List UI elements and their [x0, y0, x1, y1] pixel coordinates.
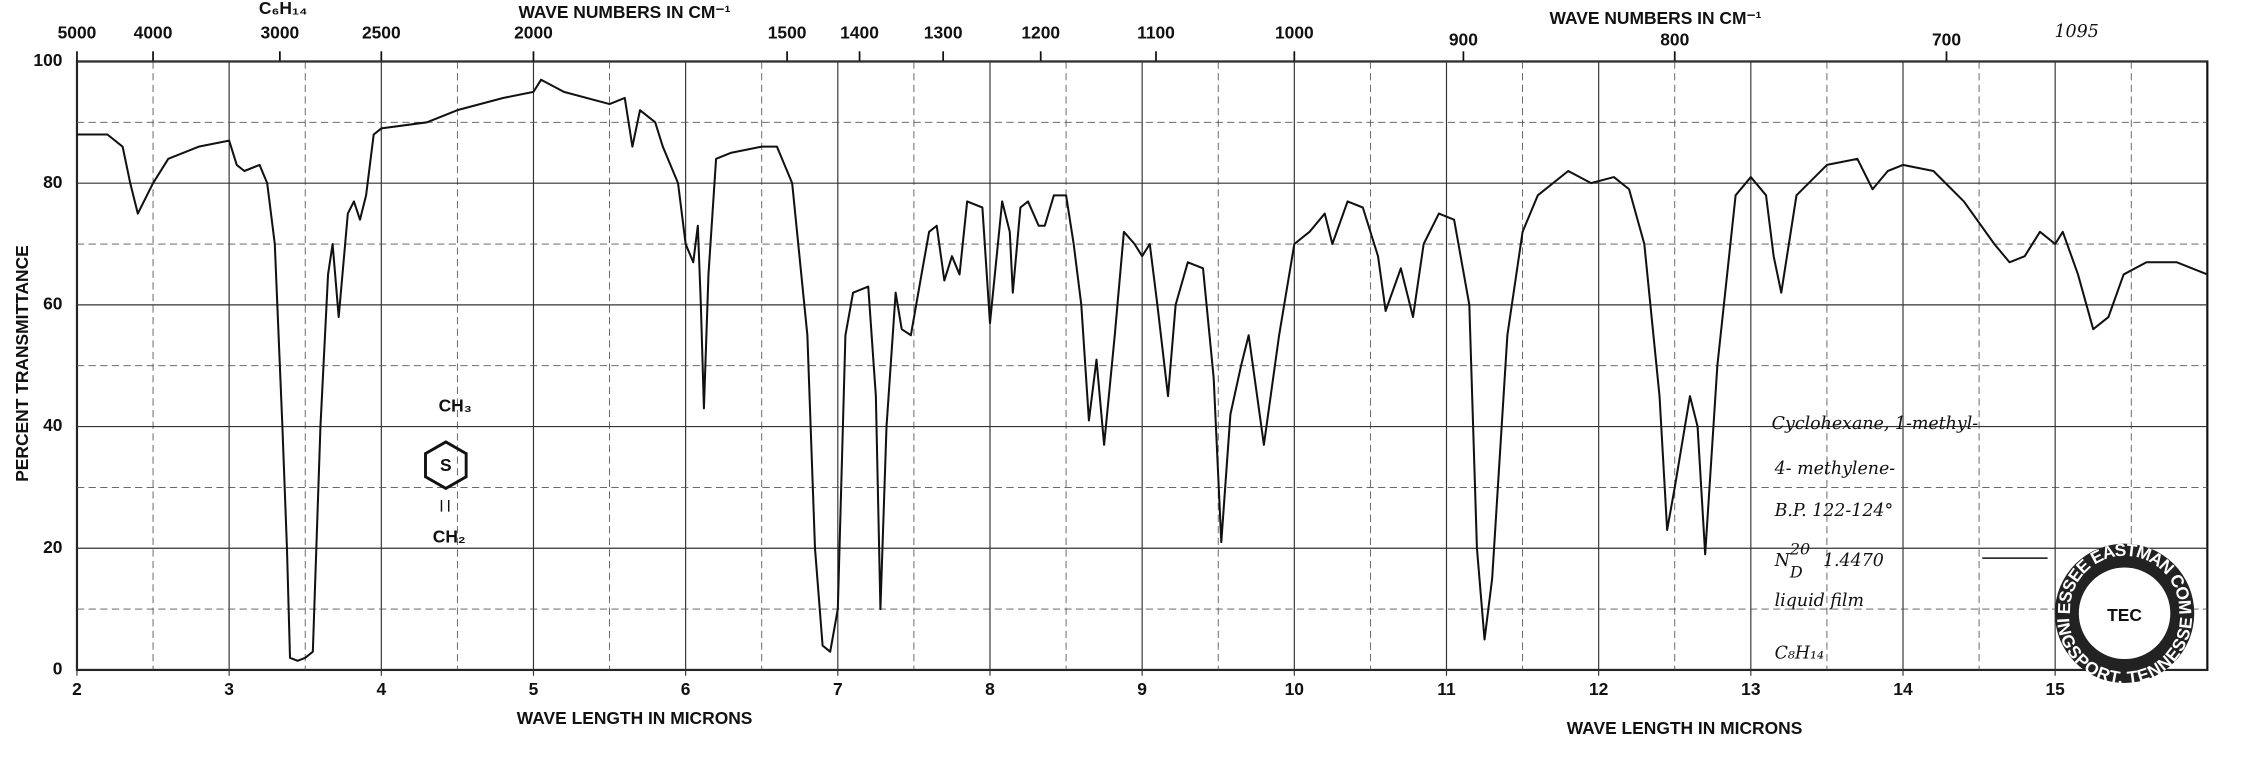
x-tick-label: 15	[2045, 679, 2065, 699]
x-tick-label: 11	[1437, 679, 1456, 699]
note: liquid film	[1775, 591, 1864, 611]
x-tick-label: 2	[72, 679, 82, 699]
x2-tick-label: 4000	[134, 22, 173, 42]
x2-tick-label: 800	[1660, 30, 1689, 50]
note: 4- methylene-	[1774, 459, 1896, 479]
spectrum-line	[76, 78, 2208, 662]
y-tick-label: 20	[43, 537, 62, 557]
x2-tick-label: 1500	[768, 22, 807, 42]
top-formula: C₆H₁₄	[259, 0, 308, 18]
nd-sub: D	[1789, 562, 1803, 581]
x2-tick-label: 2500	[362, 22, 401, 42]
spectrum-number: 1095	[2054, 22, 2098, 42]
x2-tick-label: 1000	[1275, 22, 1314, 42]
y-tick-label: 40	[43, 415, 62, 435]
structure-top: CH₃	[439, 396, 472, 416]
note: C₈H₁₄	[1775, 643, 1824, 663]
y-tick-label: 0	[53, 659, 63, 679]
structure: CH₃ S CH₂	[424, 396, 472, 546]
logo-ring-path: TENNESSEE EASTMAN COMPANY	[0, 0, 2196, 615]
note: B.P. 122-124°	[1774, 501, 1894, 521]
x2-tick-label: 2000	[514, 22, 553, 42]
x-tick-label: 4	[376, 679, 386, 699]
nd-sup: 20	[1789, 539, 1810, 558]
x2-tick-label: 700	[1932, 30, 1961, 50]
logo-ring-text: TENNESSEE EASTMAN COMPANY	[0, 0, 2196, 615]
notes: Cyclohexane, 1-methyl- 4- methylene- B.P…	[1772, 414, 2048, 663]
x-axis-label: WAVE LENGTH IN MICRONS	[1567, 718, 1803, 738]
ring	[424, 440, 468, 491]
logo-bottom-path: KINGSPORT, TENNESSEE	[0, 0, 2196, 687]
logo-center	[2074, 563, 2175, 664]
x2-tick-label: 1100	[1137, 22, 1175, 42]
structure-bottom: CH₂	[433, 526, 466, 546]
x2-axis-label: WAVE NUMBERS IN CM⁻¹	[518, 2, 730, 22]
x-tick-label: 14	[1893, 679, 1913, 699]
x-tick-label: 6	[681, 679, 691, 699]
y-axis-label: PERCENT TRANSMITTANCE	[12, 245, 32, 482]
structure-ring: S	[440, 455, 452, 475]
x-tick-label: 7	[833, 679, 843, 699]
note: N20 D 1.4470	[1774, 539, 1884, 581]
x-tick-label: 5	[529, 679, 539, 699]
y-tick-label: 100	[33, 50, 62, 70]
x-tick-label: 13	[1741, 679, 1761, 699]
nd-value: 1.4470	[1823, 551, 1884, 571]
x-tick-label: 3	[224, 679, 234, 699]
logo-bottom-text: KINGSPORT, TENNESSEE	[0, 0, 2196, 687]
x-tick-label: 9	[1137, 679, 1147, 699]
note: Cyclohexane, 1-methyl-	[1772, 414, 1979, 434]
x-tick-label: 12	[1589, 679, 1608, 699]
x2-tick-label: 1200	[1021, 22, 1060, 42]
x-tick-label: 10	[1285, 679, 1304, 699]
x2-tick-label: 900	[1449, 30, 1478, 50]
logo: TENNESSEE EASTMAN COMPANY KINGSPORT, TEN…	[0, 0, 2196, 687]
x2-tick-label: 1300	[924, 22, 963, 42]
nd-base: N	[1774, 551, 1791, 571]
x2-tick-label: 3000	[260, 22, 299, 42]
x-tick-label: 8	[985, 679, 995, 699]
x2-axis-label: WAVE NUMBERS IN CM⁻¹	[1550, 8, 1762, 28]
logo-monogram: TEC	[2107, 605, 2142, 625]
y-tick-label: 80	[43, 172, 62, 192]
y-tick-label: 60	[43, 293, 62, 313]
x2-tick-label: 5000	[58, 22, 97, 42]
x2-tick-label: 1400	[840, 22, 879, 42]
x-axis-label: WAVE LENGTH IN MICRONS	[517, 708, 753, 728]
